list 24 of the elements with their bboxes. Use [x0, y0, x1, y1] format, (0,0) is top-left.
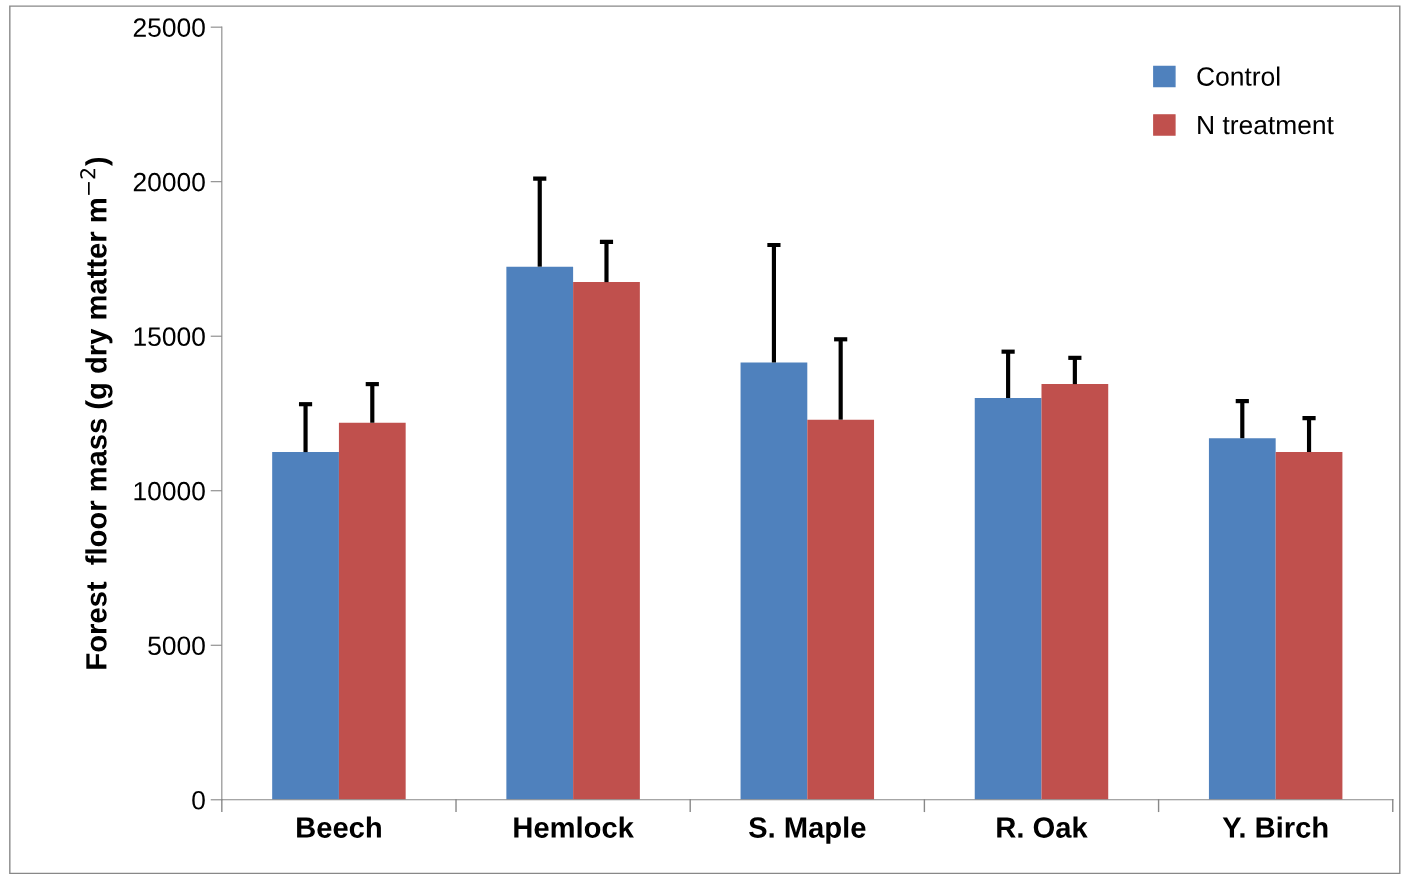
y-axis-title: Forest floor mass (g dry matter m$^{−2}$) [80, 157, 113, 669]
legend-label: N treatment [1198, 115, 1334, 135]
bar [573, 282, 640, 800]
x-tick-label: S. Maple [748, 816, 866, 844]
x-tick-label: Hemlock [514, 816, 634, 838]
bar [1275, 452, 1343, 800]
x-tick-label: Y. Birch [1222, 816, 1328, 838]
x-tick-label: R. Oak [997, 816, 1088, 838]
bar [506, 266, 574, 800]
y-tick-label: 0 [192, 790, 205, 810]
y-tick-label: 10000 [134, 481, 205, 501]
y-tick-label: 20000 [133, 172, 205, 192]
legend-label: Control [1197, 66, 1280, 86]
bar [974, 398, 1042, 800]
bar [1208, 438, 1276, 800]
bar [338, 422, 406, 800]
y-tick-label: 25000 [133, 18, 205, 37]
x-tick-label: Beech [297, 816, 381, 838]
bar [740, 362, 808, 800]
y-tick-label: 15000 [134, 327, 205, 347]
y-tick-label: 5000 [148, 636, 205, 656]
bar [1041, 384, 1109, 800]
bar [807, 419, 875, 800]
bar [272, 452, 339, 800]
